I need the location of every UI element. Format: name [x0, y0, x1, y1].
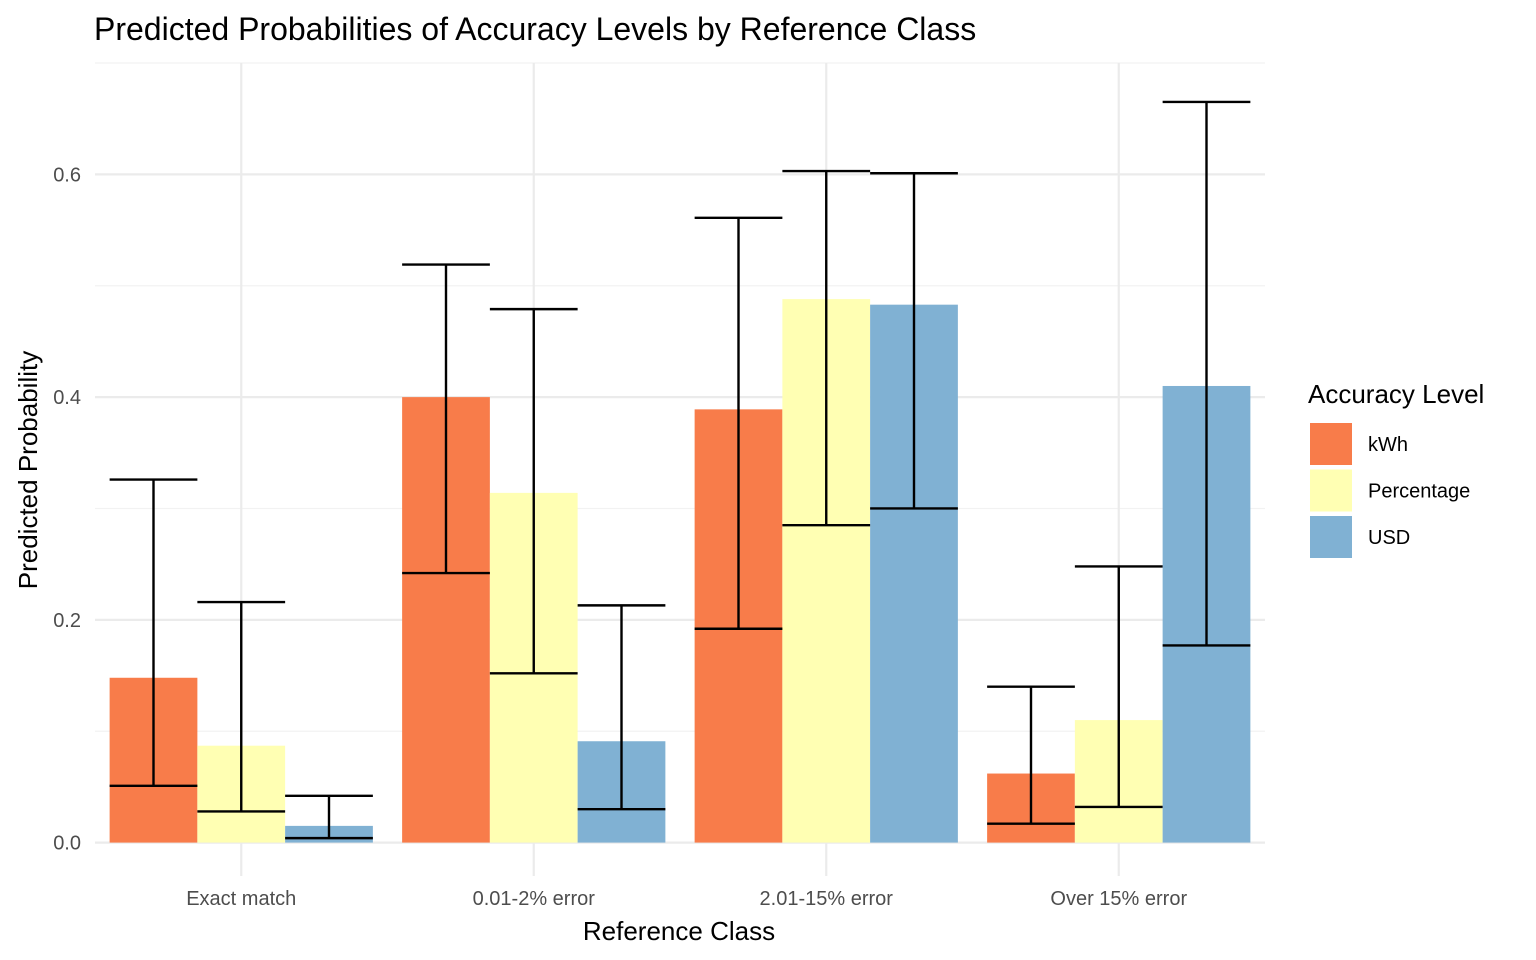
legend-item: Percentage — [1310, 469, 1470, 512]
y-tick-label: 0.4 — [53, 387, 81, 409]
error-bar — [197, 600, 286, 813]
legend-swatch — [1310, 469, 1352, 512]
x-axis-title: Reference Class — [583, 916, 775, 946]
legend: Accuracy Level kWh Percentage USD — [1308, 379, 1484, 558]
legend-swatch — [1310, 423, 1352, 465]
legend-swatch — [1310, 516, 1352, 558]
error-bar — [782, 169, 871, 527]
legend-item: kWh — [1310, 423, 1408, 465]
y-tick-label: 0.6 — [53, 164, 81, 186]
legend-title: Accuracy Level — [1308, 379, 1484, 409]
error-bar — [489, 307, 578, 675]
error-bar — [1074, 565, 1163, 809]
legend-label: Percentage — [1368, 481, 1470, 503]
y-tick-label: 0.0 — [53, 833, 81, 855]
error-bar — [870, 172, 958, 510]
error-bar — [109, 478, 198, 787]
error-bar — [577, 604, 666, 811]
y-tick-label: 0.2 — [53, 610, 81, 632]
x-tick-label: 0.01-2% error — [473, 888, 596, 910]
x-tick-label: Exact match — [186, 888, 296, 910]
error-bar — [402, 263, 490, 575]
error-bar — [1162, 100, 1251, 647]
y-axis-title: Predicted Probability — [13, 351, 43, 589]
error-bar — [694, 216, 783, 630]
error-bar — [285, 794, 373, 840]
legend-label: kWh — [1368, 434, 1408, 456]
x-tick-label: Over 15% error — [1050, 888, 1187, 910]
error-bar — [987, 685, 1075, 825]
error-bars — [109, 100, 1251, 840]
bars — [109, 299, 1251, 843]
legend-item: USD — [1310, 516, 1410, 558]
chart-title: Predicted Probabilities of Accuracy Leve… — [94, 11, 976, 47]
x-tick-label: 2.01-15% error — [760, 888, 894, 910]
x-axis-ticks: Exact match 0.01-2% error 2.01-15% error Ov… — [186, 888, 1187, 910]
legend-label: USD — [1368, 527, 1410, 549]
y-axis-ticks: 0.0 0.2 0.4 0.6 — [53, 164, 81, 854]
legend-items: kWh Percentage USD — [1310, 423, 1470, 558]
